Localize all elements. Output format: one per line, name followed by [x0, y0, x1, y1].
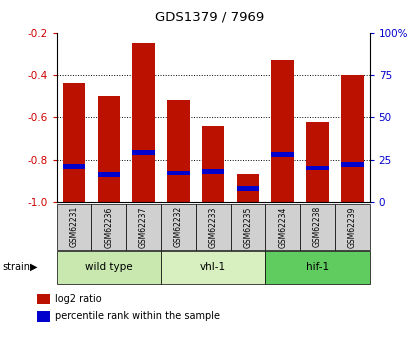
- Bar: [92, 204, 126, 250]
- Text: ▶: ▶: [30, 262, 38, 272]
- Text: GSM62235: GSM62235: [244, 206, 252, 247]
- Bar: [236, 186, 259, 191]
- Bar: [37, 311, 50, 322]
- Text: hif-1: hif-1: [306, 262, 329, 272]
- Bar: [341, 162, 364, 167]
- Bar: [271, 152, 294, 157]
- Text: GSM62239: GSM62239: [348, 206, 357, 247]
- Bar: [167, 171, 190, 175]
- Bar: [161, 251, 265, 284]
- Text: GSM62238: GSM62238: [313, 206, 322, 247]
- Bar: [63, 83, 85, 202]
- Bar: [132, 150, 155, 155]
- Bar: [202, 126, 224, 202]
- Bar: [63, 164, 85, 169]
- Text: GSM62231: GSM62231: [70, 206, 79, 247]
- Text: vhl-1: vhl-1: [200, 262, 226, 272]
- Bar: [236, 174, 259, 202]
- Bar: [97, 96, 120, 202]
- Bar: [300, 204, 335, 250]
- Bar: [265, 251, 370, 284]
- Text: GSM62237: GSM62237: [139, 206, 148, 247]
- Bar: [271, 60, 294, 202]
- Bar: [196, 204, 231, 250]
- Bar: [132, 43, 155, 202]
- Bar: [306, 121, 329, 202]
- Text: log2 ratio: log2 ratio: [55, 294, 102, 304]
- Text: strain: strain: [2, 262, 30, 272]
- Bar: [161, 204, 196, 250]
- Bar: [97, 172, 120, 177]
- Text: percentile rank within the sample: percentile rank within the sample: [55, 312, 220, 321]
- Bar: [335, 204, 370, 250]
- Text: wild type: wild type: [85, 262, 133, 272]
- Bar: [265, 204, 300, 250]
- Text: GSM62236: GSM62236: [104, 206, 113, 247]
- Bar: [57, 251, 161, 284]
- Text: GSM62233: GSM62233: [209, 206, 218, 247]
- Text: GDS1379 / 7969: GDS1379 / 7969: [155, 10, 265, 23]
- Bar: [306, 166, 329, 170]
- Text: GSM62232: GSM62232: [174, 206, 183, 247]
- Bar: [341, 75, 364, 202]
- Text: GSM62234: GSM62234: [278, 206, 287, 247]
- Bar: [202, 169, 224, 174]
- Bar: [126, 204, 161, 250]
- Bar: [57, 204, 92, 250]
- Bar: [37, 294, 50, 304]
- Bar: [167, 100, 190, 202]
- Bar: [231, 204, 265, 250]
